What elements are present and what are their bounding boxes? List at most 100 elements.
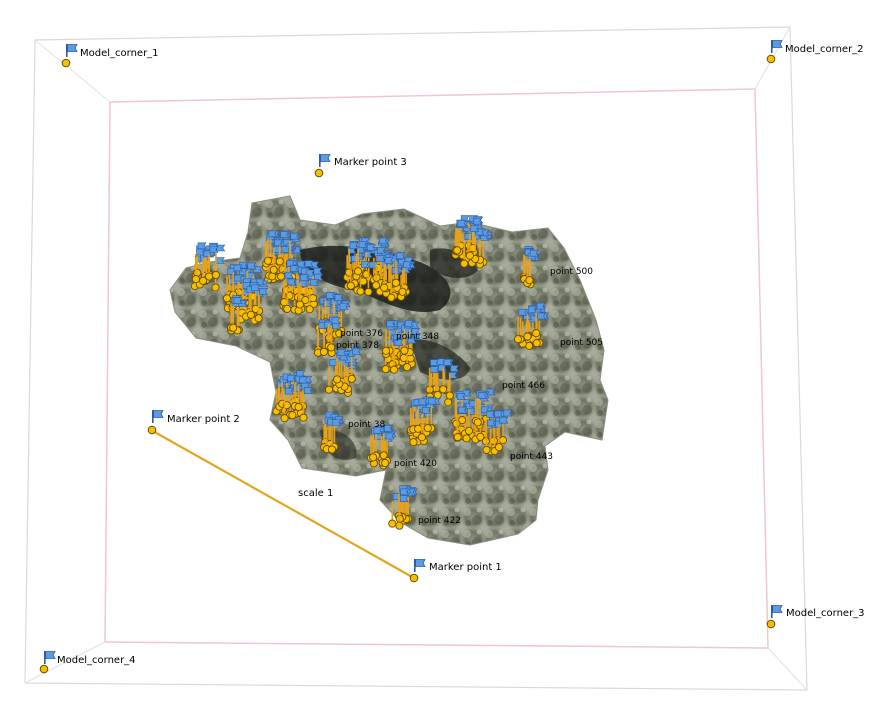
marker-dot[interactable] xyxy=(395,521,404,530)
marker-dot[interactable] xyxy=(523,332,532,341)
marker-dot[interactable] xyxy=(409,573,419,583)
marker-dot[interactable] xyxy=(299,413,308,422)
marker-dot[interactable] xyxy=(268,272,277,281)
marker-dot[interactable] xyxy=(327,445,337,454)
marker-dot[interactable] xyxy=(346,281,355,290)
marker-clusters[interactable] xyxy=(190,215,549,530)
marker-dot[interactable] xyxy=(460,259,469,268)
marker-dot[interactable] xyxy=(211,283,220,292)
marker-marker-point-3[interactable]: Marker point 3 xyxy=(314,153,407,178)
marker-dot[interactable] xyxy=(39,664,49,674)
marker-dot[interactable] xyxy=(147,425,157,435)
marker-dot[interactable] xyxy=(766,54,776,64)
marker-dot[interactable] xyxy=(319,347,329,356)
marker-dot[interactable] xyxy=(444,398,453,407)
marker-dot[interactable] xyxy=(205,272,214,281)
marker-dot[interactable] xyxy=(61,58,71,68)
marker-dot[interactable] xyxy=(324,385,334,394)
marker-dot[interactable] xyxy=(356,287,365,296)
marker-dot[interactable] xyxy=(222,294,232,303)
marker-dot[interactable] xyxy=(347,374,356,383)
marker-dot[interactable] xyxy=(372,281,381,290)
marker-dot[interactable] xyxy=(482,445,491,454)
marker-dot[interactable] xyxy=(295,300,304,309)
marker-dot[interactable] xyxy=(476,432,485,441)
marker-model-corner-3[interactable]: Model_corner_3 xyxy=(766,604,865,629)
marker-dot[interactable] xyxy=(314,168,324,178)
flag-icon xyxy=(499,416,509,424)
marker-model-corner-4[interactable]: Model_corner_4 xyxy=(39,650,136,674)
marker-dot[interactable] xyxy=(381,346,391,355)
marker-dot[interactable] xyxy=(380,283,389,292)
marker-dot[interactable] xyxy=(439,385,448,394)
marker-dot[interactable] xyxy=(462,434,471,443)
marker-dot[interactable] xyxy=(414,424,423,433)
marker-model-corner-2[interactable]: Model_corner_2 xyxy=(766,39,864,64)
flag-icon xyxy=(379,237,388,245)
marker-dot[interactable] xyxy=(433,390,442,400)
marker-dot[interactable] xyxy=(400,346,409,355)
marker-dot[interactable] xyxy=(379,451,388,460)
marker-dot[interactable] xyxy=(254,314,263,323)
marker-dot[interactable] xyxy=(417,433,426,442)
cluster-label: point 422 xyxy=(418,516,461,526)
marker-dot[interactable] xyxy=(381,458,390,468)
marker-stem xyxy=(474,237,476,259)
scale-bar[interactable]: scale 1 xyxy=(150,429,415,579)
marker-dot[interactable] xyxy=(229,323,238,332)
marker-dot[interactable] xyxy=(513,335,523,344)
marker-dot[interactable] xyxy=(288,411,297,420)
marker-dot[interactable] xyxy=(199,276,208,285)
marker-dot[interactable] xyxy=(294,402,303,412)
marker-dot[interactable] xyxy=(369,453,378,462)
marker-dot[interactable] xyxy=(391,278,401,287)
marker-stem xyxy=(456,228,458,251)
marker-dot[interactable] xyxy=(525,276,534,285)
marker-dot[interactable] xyxy=(390,365,399,374)
marker-dot[interactable] xyxy=(532,339,541,348)
marker-stem xyxy=(348,250,350,273)
marker-dot[interactable] xyxy=(453,433,462,442)
marker-dot[interactable] xyxy=(445,391,454,400)
marker-dot[interactable] xyxy=(398,287,407,296)
marker-dot[interactable] xyxy=(494,443,504,452)
marker-dot[interactable] xyxy=(191,275,200,284)
marker-dot[interactable] xyxy=(211,270,220,280)
marker-dot[interactable] xyxy=(532,329,541,338)
marker-dot[interactable] xyxy=(364,287,373,296)
marker-dot[interactable] xyxy=(387,293,396,302)
marker-dot[interactable] xyxy=(388,519,397,528)
marker-dot[interactable] xyxy=(335,329,344,338)
marker-dot[interactable] xyxy=(381,365,390,374)
marker-marker-point-2[interactable]: Marker point 2 xyxy=(147,409,240,435)
marker-dot[interactable] xyxy=(403,363,412,372)
marker-dot[interactable] xyxy=(465,251,474,260)
marker-dot[interactable] xyxy=(269,265,278,274)
marker-dot[interactable] xyxy=(359,277,368,286)
marker-dot[interactable] xyxy=(333,375,342,384)
marker-dot[interactable] xyxy=(327,343,336,352)
marker-stem xyxy=(380,261,382,284)
marker-stem xyxy=(442,367,444,390)
marker-dot[interactable] xyxy=(246,310,255,319)
marker-marker-point-1[interactable]: Marker point 1 xyxy=(409,558,502,583)
marker-stem xyxy=(195,257,197,280)
marker-dot[interactable] xyxy=(498,436,508,445)
marker-model-corner-1[interactable]: Model_corner_1 xyxy=(61,43,159,68)
marker-dot[interactable] xyxy=(423,424,432,433)
marker-dot[interactable] xyxy=(275,257,284,266)
marker-stem xyxy=(340,308,343,331)
marker-dot[interactable] xyxy=(766,619,776,629)
marker-dot[interactable] xyxy=(283,304,292,313)
marker-dot[interactable] xyxy=(305,305,314,314)
marker-dot[interactable] xyxy=(473,418,482,427)
marker-dot[interactable] xyxy=(453,246,462,255)
marker-dot[interactable] xyxy=(277,272,286,281)
marker-dot[interactable] xyxy=(263,256,273,265)
marker-dot[interactable] xyxy=(354,267,363,276)
marker-dot[interactable] xyxy=(409,438,418,447)
marker-dot[interactable] xyxy=(280,414,289,423)
marker-dot[interactable] xyxy=(464,426,474,435)
